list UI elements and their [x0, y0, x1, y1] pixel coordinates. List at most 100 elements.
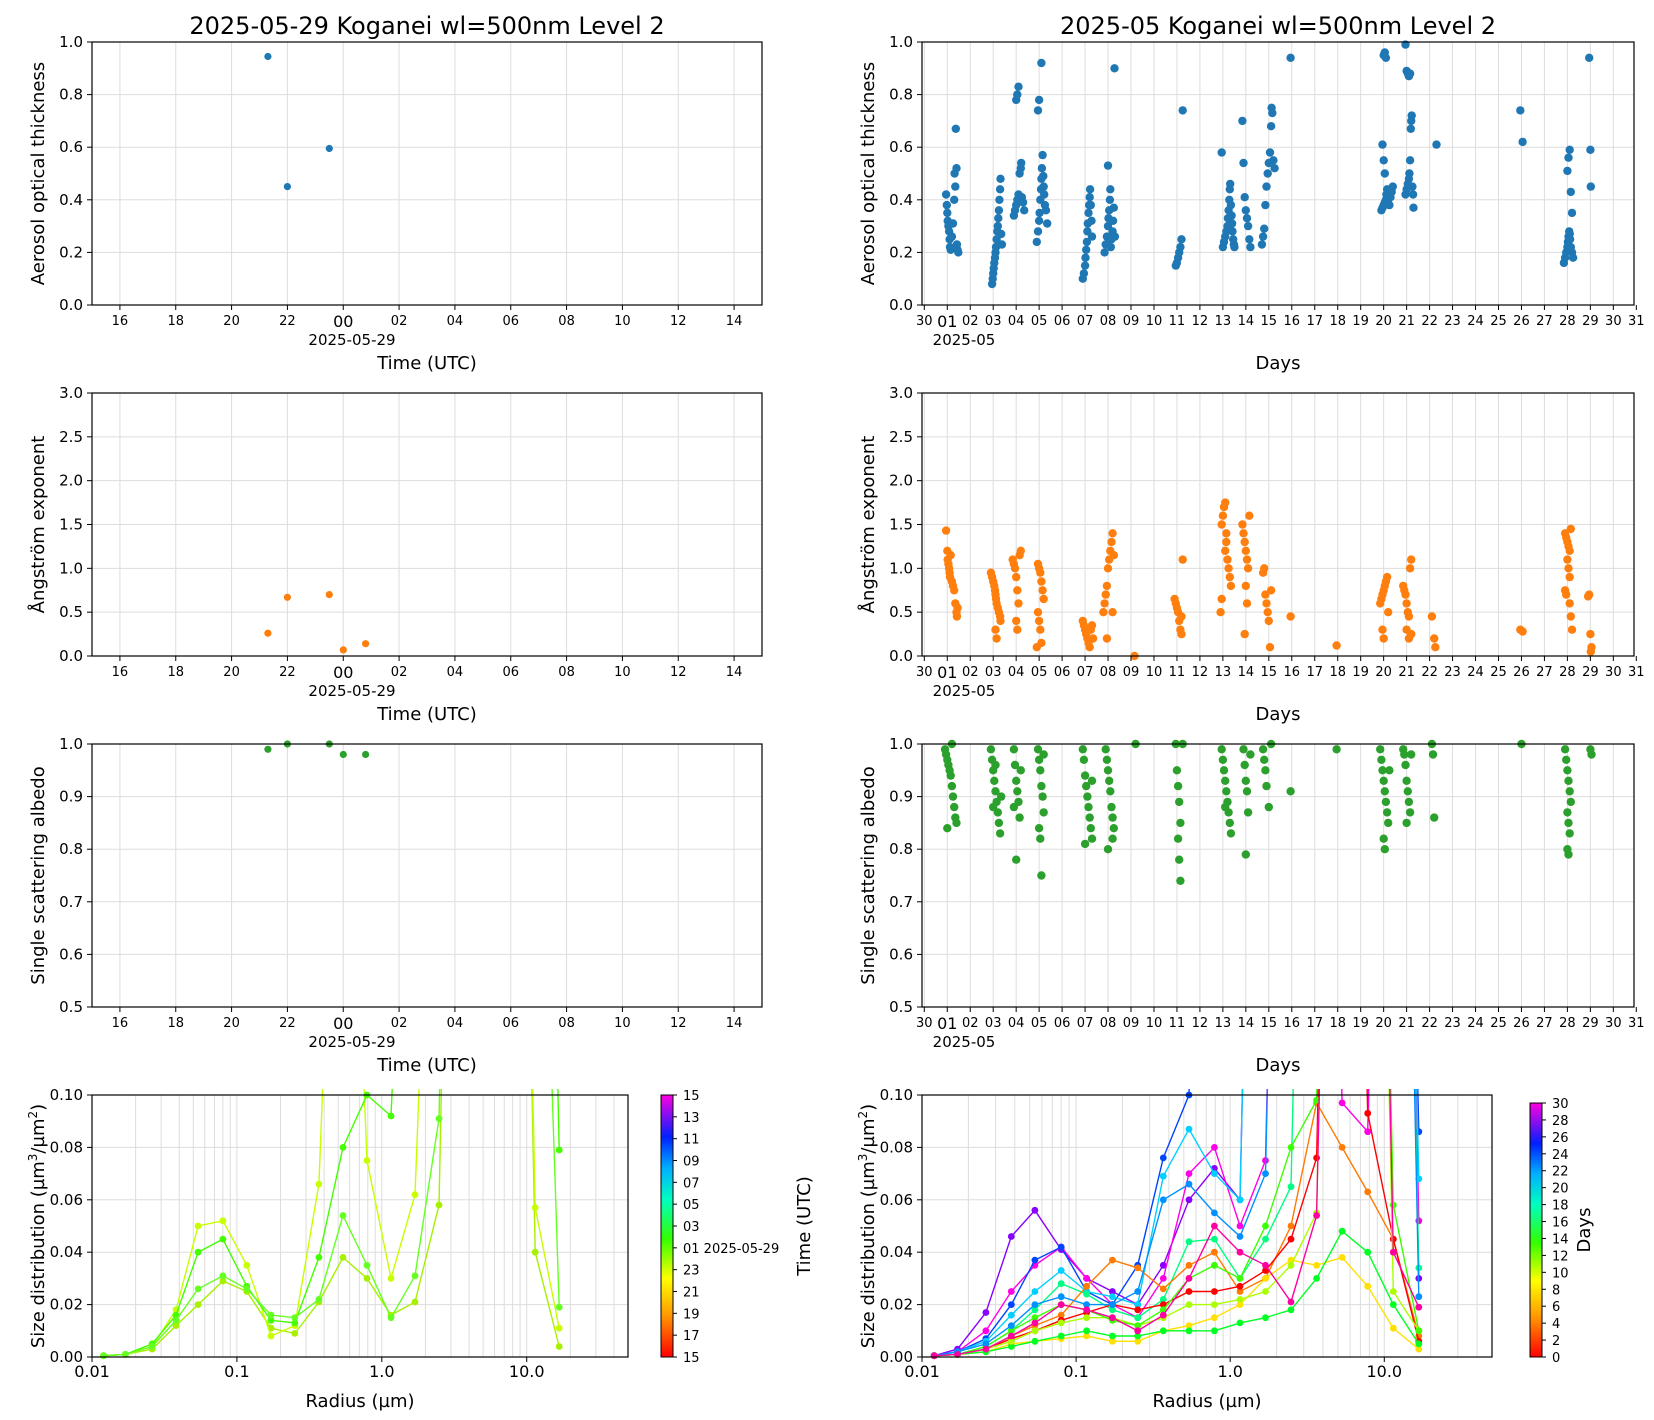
- data-point: [1241, 850, 1251, 859]
- data-point: [1563, 166, 1572, 176]
- x-tick-label: 27: [1536, 1016, 1553, 1031]
- data-point: [1518, 627, 1527, 636]
- data-point: [1266, 122, 1276, 131]
- series-point: [1083, 1275, 1090, 1282]
- series-point: [219, 1235, 227, 1243]
- data-point: [1010, 760, 1020, 770]
- y-tick-label: 0.10: [50, 1086, 83, 1104]
- series-point: [339, 1254, 347, 1261]
- data-point: [1381, 797, 1391, 807]
- x-tick-label: 04: [1008, 314, 1025, 329]
- data-point: [991, 625, 1000, 634]
- colorbar-label: Days: [1574, 1208, 1595, 1253]
- data-point: [1013, 586, 1022, 595]
- x-tick-label: 02: [391, 1016, 408, 1031]
- data-point: [991, 787, 1000, 796]
- data-point: [1013, 787, 1022, 796]
- data-point: [1239, 529, 1248, 538]
- y-tick-label: 2.0: [889, 472, 913, 490]
- series-point: [1159, 1296, 1167, 1303]
- data-point: [1009, 802, 1019, 812]
- data-point: [1402, 818, 1411, 828]
- x-tick-label: 04: [447, 1016, 464, 1031]
- series-point: [1364, 1109, 1372, 1117]
- series-point: [1031, 1306, 1039, 1314]
- data-point: [1286, 53, 1295, 62]
- data-point: [1405, 564, 1415, 573]
- series-point: [1083, 1306, 1090, 1314]
- series-point: [982, 1327, 990, 1335]
- x-tick-label: 21: [1398, 665, 1415, 680]
- data-point: [1176, 876, 1185, 885]
- data-point: [362, 640, 370, 648]
- series-point: [1262, 1235, 1269, 1243]
- data-point: [1039, 594, 1048, 604]
- colorbar-tick-label: 4: [1552, 1317, 1560, 1332]
- data-point: [1406, 124, 1416, 133]
- x-tick-label: 16: [1284, 665, 1301, 680]
- x-tick-label: 27: [1536, 665, 1553, 680]
- colorbar-tick-label: 07: [683, 1176, 700, 1191]
- series-point: [1287, 1306, 1295, 1314]
- data-point: [1087, 232, 1097, 241]
- x-tick-label: 15: [1261, 665, 1278, 680]
- data-point: [989, 802, 998, 812]
- x-tick-label: 08: [558, 665, 575, 680]
- series-point: [1031, 1314, 1039, 1322]
- data-point: [1430, 813, 1439, 822]
- data-point: [947, 232, 957, 241]
- data-point: [1332, 745, 1341, 754]
- data-point: [1222, 787, 1231, 796]
- x-tick-label: 12: [670, 1016, 687, 1031]
- x-tick-label: 17: [1306, 314, 1323, 329]
- data-point: [1566, 187, 1576, 197]
- y-tick-label: 0.9: [889, 788, 913, 806]
- y-tick-label: 0.0: [889, 647, 913, 665]
- colorbar-tick-label: 0: [1552, 1351, 1560, 1366]
- data-point: [1039, 750, 1048, 759]
- data-point: [1238, 116, 1247, 126]
- series-point: [1287, 1261, 1295, 1269]
- series-line-1: [103, 1089, 560, 1357]
- data-point: [1246, 750, 1255, 759]
- data-point: [1101, 745, 1110, 754]
- series-point: [1083, 1301, 1090, 1308]
- x-tick-label: 06: [502, 665, 519, 680]
- series-point: [1031, 1288, 1039, 1295]
- data-point: [1036, 766, 1045, 775]
- data-point: [1099, 608, 1108, 617]
- data-point: [1105, 195, 1115, 204]
- data-point: [1087, 776, 1097, 785]
- data-point: [1107, 802, 1116, 812]
- data-point: [1265, 643, 1275, 652]
- series-point: [291, 1319, 299, 1327]
- y-axis-label-part: /µm: [28, 1118, 49, 1153]
- x-tick-label: 02: [391, 314, 408, 329]
- data-point: [1585, 53, 1594, 62]
- series-point: [387, 1275, 395, 1282]
- data-point: [1562, 755, 1571, 764]
- data-point: [1431, 643, 1440, 652]
- data-point: [997, 792, 1006, 801]
- data-point: [1108, 834, 1117, 843]
- series-point: [315, 1254, 323, 1261]
- data-point: [1381, 53, 1391, 62]
- y-tick-label: 2.5: [889, 428, 913, 446]
- data-point: [1018, 198, 1028, 207]
- data-point: [1036, 568, 1045, 577]
- y-tick-label: 0.5: [889, 603, 913, 621]
- y-tick-label: 0.02: [880, 1296, 913, 1314]
- data-point: [1037, 164, 1047, 173]
- data-point: [997, 229, 1006, 239]
- series-point: [172, 1322, 180, 1329]
- x-tick-label: 05: [1031, 1016, 1048, 1031]
- data-point: [1225, 818, 1235, 828]
- data-point: [1106, 185, 1115, 194]
- grid-lines: [92, 392, 762, 657]
- colorbar-tick-label: 14: [1552, 1232, 1569, 1247]
- x-tick-label: 24: [1467, 1016, 1484, 1031]
- series-point: [1031, 1301, 1039, 1308]
- series-point: [1415, 1217, 1423, 1225]
- data-point: [1243, 564, 1253, 573]
- x-tick-label: 26: [1513, 314, 1530, 329]
